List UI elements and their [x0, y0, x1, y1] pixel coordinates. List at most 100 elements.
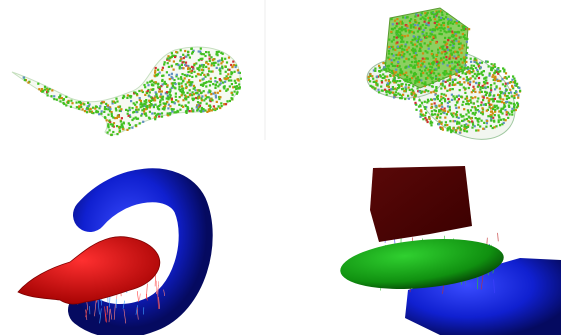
point: [391, 45, 394, 48]
point: [180, 94, 183, 97]
point: [469, 67, 472, 70]
point: [438, 104, 441, 107]
point: [467, 103, 470, 106]
point: [466, 46, 469, 49]
point: [179, 59, 182, 62]
point: [442, 71, 445, 75]
point: [195, 106, 198, 109]
point: [434, 76, 438, 79]
point: [433, 68, 436, 71]
point: [404, 86, 407, 89]
point: [59, 100, 62, 103]
point: [497, 72, 500, 75]
point: [432, 35, 435, 38]
point: [483, 83, 486, 86]
point: [170, 75, 173, 78]
point: [208, 89, 211, 92]
point: [208, 53, 211, 56]
point: [184, 63, 187, 66]
point: [441, 82, 444, 85]
point: [476, 119, 479, 122]
point: [197, 93, 200, 96]
point: [411, 31, 414, 34]
point: [160, 112, 164, 115]
point: [435, 74, 438, 78]
point: [128, 127, 131, 130]
point: [479, 86, 482, 89]
point: [452, 56, 455, 59]
point: [367, 78, 370, 82]
point: [446, 46, 449, 49]
point: [197, 50, 200, 53]
point: [471, 126, 474, 129]
point: [415, 103, 418, 106]
point: [490, 84, 493, 87]
point: [497, 70, 500, 73]
point: [465, 67, 468, 70]
point: [476, 85, 479, 88]
point: [372, 77, 375, 80]
point: [402, 93, 405, 96]
point: [427, 21, 430, 24]
point: [217, 63, 220, 66]
point: [434, 36, 437, 39]
point: [230, 73, 233, 76]
point: [493, 104, 496, 107]
point: [111, 123, 114, 126]
point: [462, 77, 465, 80]
point: [154, 69, 157, 72]
point: [131, 118, 134, 122]
point: [189, 81, 192, 84]
point: [492, 78, 495, 81]
point: [440, 98, 443, 101]
point: [47, 90, 50, 93]
point: [449, 30, 452, 33]
point: [447, 20, 450, 23]
point: [200, 99, 203, 102]
point: [196, 109, 199, 112]
point: [158, 87, 161, 91]
point: [472, 102, 475, 105]
point: [406, 78, 409, 81]
point: [466, 125, 470, 128]
point: [466, 71, 469, 74]
point: [46, 88, 49, 91]
point: [460, 65, 463, 68]
point: [471, 120, 474, 123]
point: [424, 69, 427, 72]
point: [433, 98, 436, 101]
point: [412, 31, 415, 34]
point: [71, 102, 74, 105]
point: [126, 94, 129, 97]
point: [468, 116, 471, 119]
point: [140, 114, 143, 117]
point: [151, 88, 154, 91]
point: [154, 95, 157, 98]
point: [427, 74, 430, 77]
point: [480, 61, 483, 64]
point: [496, 68, 499, 71]
point: [504, 109, 507, 112]
point: [413, 71, 416, 75]
point: [472, 64, 476, 67]
point: [390, 88, 393, 91]
point: [415, 108, 418, 111]
point: [151, 112, 154, 115]
point: [467, 119, 470, 123]
point: [455, 21, 458, 25]
point: [465, 118, 468, 121]
point: [424, 114, 427, 117]
point: [473, 88, 476, 91]
point: [421, 90, 424, 93]
point: [388, 88, 391, 91]
point: [397, 83, 400, 86]
point: [396, 18, 399, 21]
point: [398, 86, 401, 89]
point: [426, 51, 429, 54]
point: [374, 80, 377, 83]
point: [449, 43, 452, 47]
point: [398, 51, 401, 54]
point: [116, 100, 119, 103]
point: [406, 48, 409, 51]
point: [431, 70, 434, 73]
